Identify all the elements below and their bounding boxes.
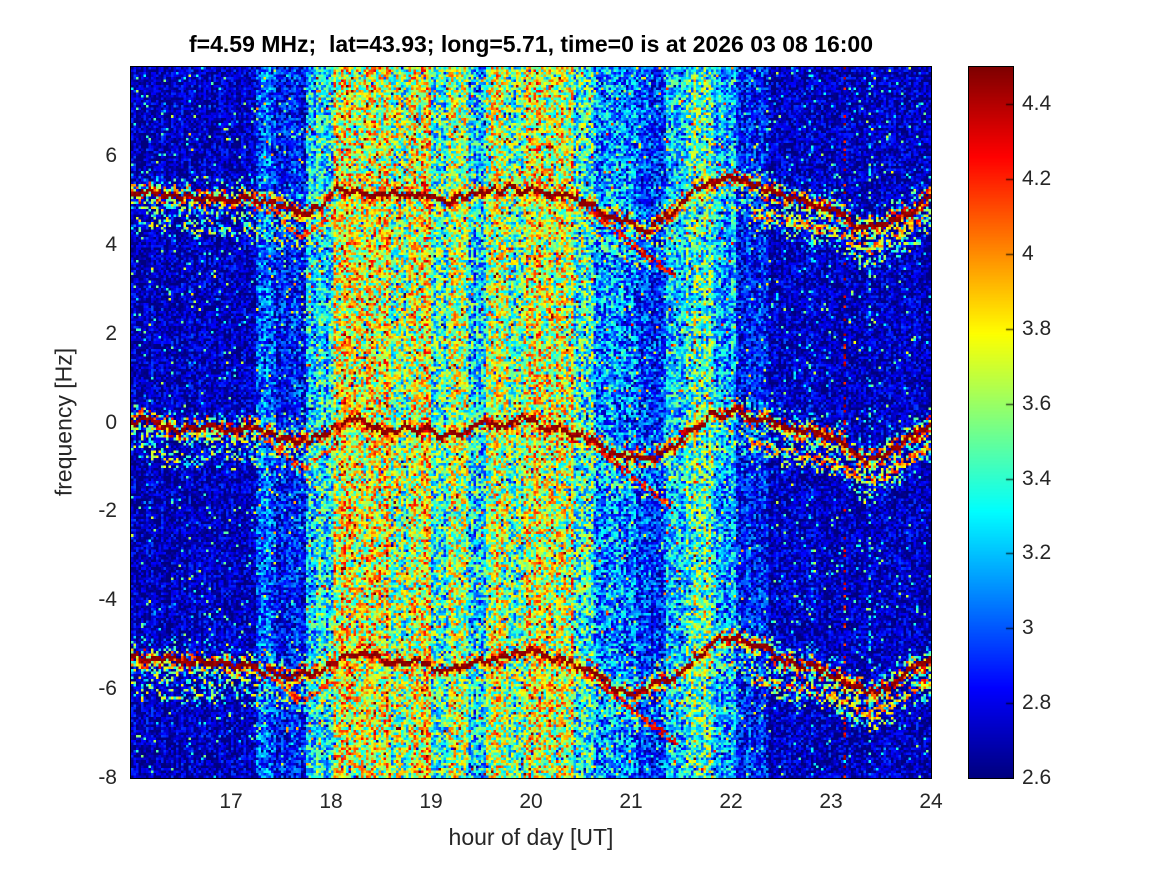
x-tick-label: 17 [219, 790, 243, 813]
x-tick-label: 21 [619, 790, 643, 813]
x-tick-label: 19 [419, 790, 443, 813]
plot-title: f=4.59 MHz; lat=43.93; long=5.71, time=0… [189, 31, 873, 57]
y-tick-label: 2 [105, 321, 117, 345]
colorbar-tick-label: 4.4 [1022, 92, 1052, 116]
y-tick-label: 4 [105, 232, 117, 256]
colorbar-tick-label: 3.4 [1022, 466, 1052, 490]
colorbar-tick-label: 3 [1022, 616, 1034, 640]
y-tick-label: 6 [105, 143, 117, 167]
x-tick-label: 18 [319, 790, 343, 813]
colorbar-tick-label: 3.8 [1022, 316, 1052, 340]
colorbar-tick-label: 4 [1022, 242, 1034, 266]
y-tick-label: -6 [98, 677, 117, 701]
x-tick-label: 24 [919, 790, 943, 813]
x-tick-label: 20 [519, 790, 543, 813]
y-tick-label: -4 [98, 588, 117, 612]
colorbar-tick-label: 2.8 [1022, 691, 1052, 715]
spectrogram-heatmap [131, 67, 931, 778]
colorbar [969, 67, 1013, 778]
x-axis-label: hour of day [UT] [448, 824, 614, 850]
colorbar-tick-label: 4.2 [1022, 167, 1052, 191]
colorbar-tick-label: 3.2 [1022, 541, 1052, 565]
x-tick-label: 22 [719, 790, 743, 813]
colorbar-tick-label: 2.6 [1022, 766, 1052, 789]
y-tick-label: -8 [98, 766, 117, 789]
x-tick-label: 23 [819, 790, 843, 813]
y-tick-label: -2 [98, 499, 117, 523]
colorbar-tick-label: 3.6 [1022, 391, 1052, 415]
y-tick-label: 0 [105, 410, 117, 434]
